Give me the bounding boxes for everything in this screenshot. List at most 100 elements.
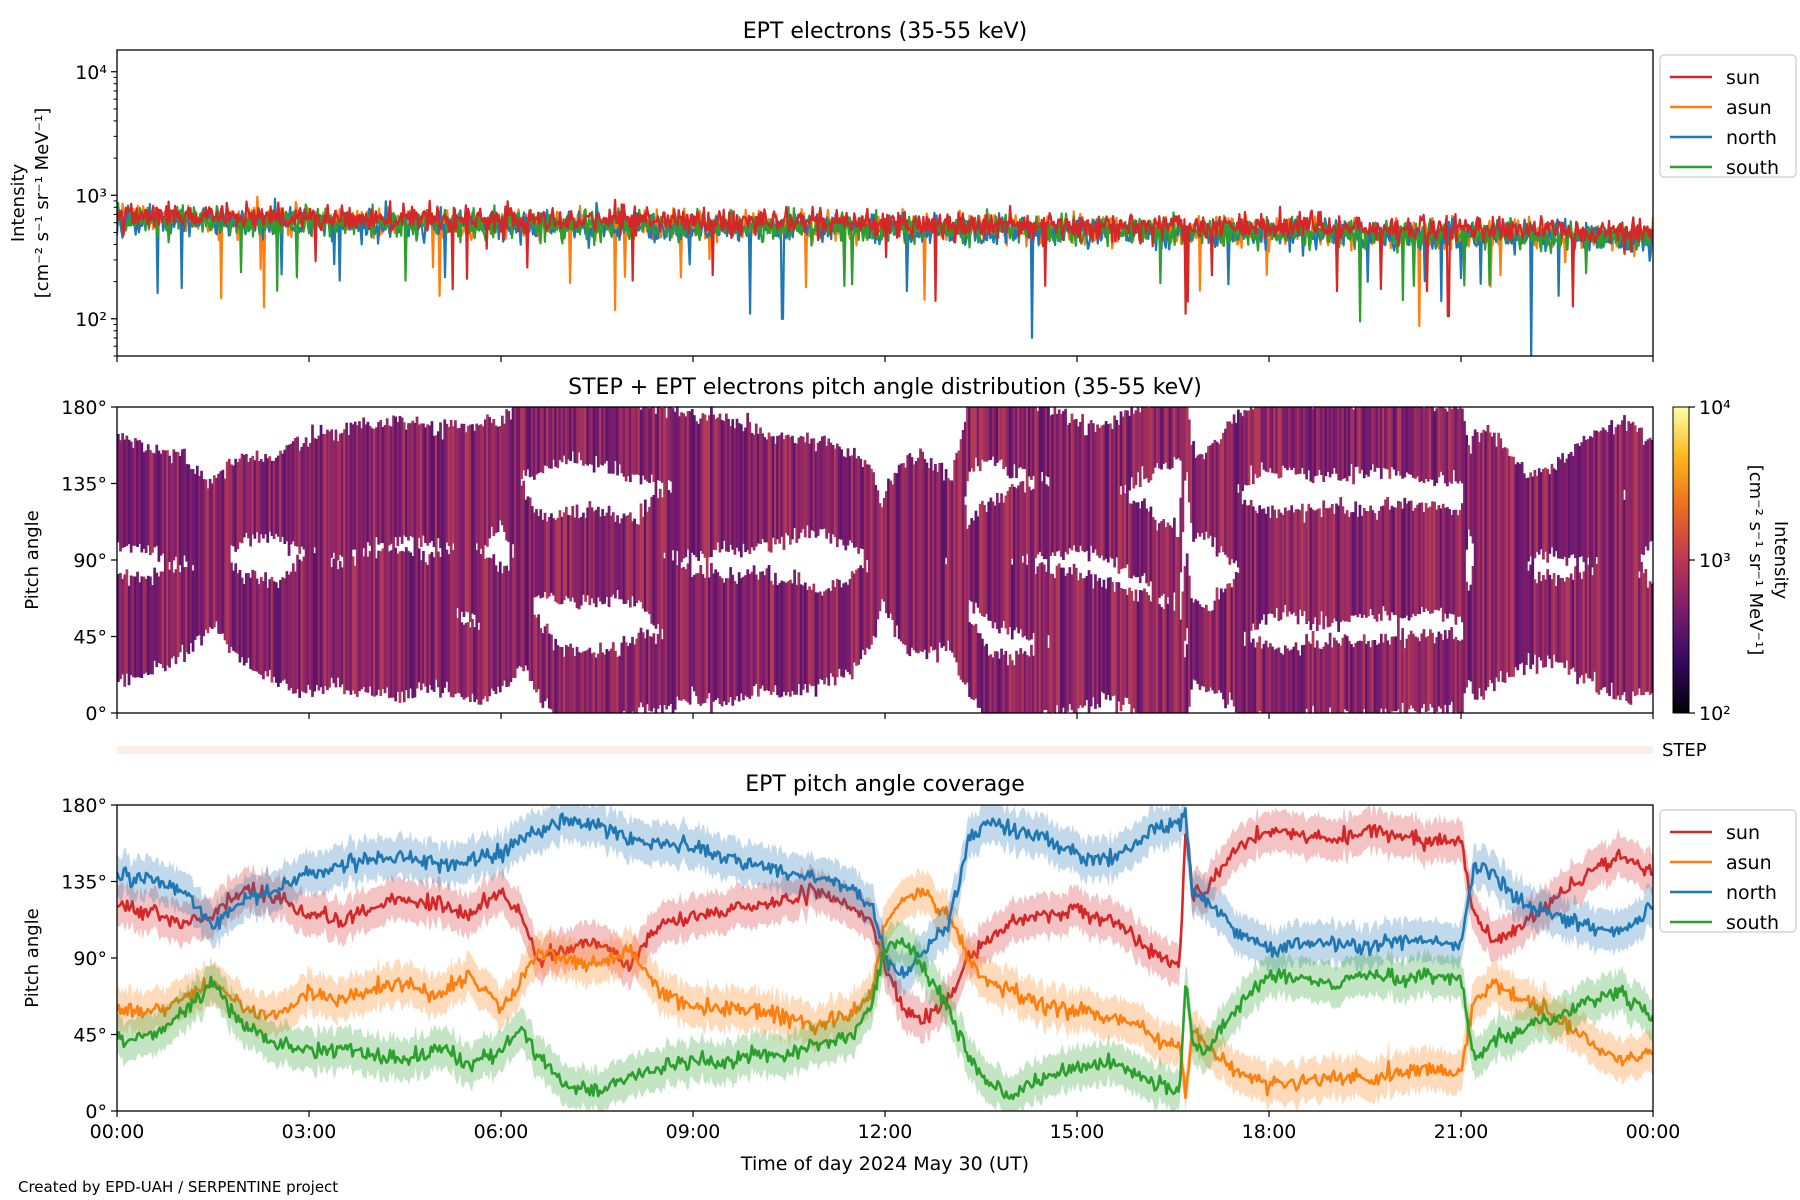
- pad-cell: [1599, 430, 1603, 690]
- pad-cell: [1232, 579, 1236, 707]
- pad-cell: [1173, 517, 1176, 593]
- pad-cell: [1077, 426, 1080, 553]
- pad-cell: [1202, 607, 1206, 687]
- pad-cell: [863, 460, 867, 655]
- pad-cell: [1226, 583, 1230, 705]
- pad-cell: [294, 438, 297, 546]
- pad-cell: [1341, 637, 1345, 713]
- pad-cell: [1431, 407, 1434, 480]
- pad-cell: [1305, 511, 1308, 624]
- pad-cell: [569, 515, 572, 602]
- pad-cell: [693, 415, 696, 555]
- pad-cell: [1094, 574, 1097, 709]
- pad-cell: [121, 578, 124, 675]
- pad-cell: [1403, 648, 1407, 713]
- pad-cell: [533, 614, 536, 690]
- pad-cell: [1275, 407, 1279, 474]
- pad-cell: [1326, 644, 1330, 713]
- pad-cell: [714, 419, 718, 551]
- pad-cell: [131, 447, 135, 546]
- pad-cell: [554, 519, 558, 602]
- pad-cell: [1132, 500, 1136, 576]
- pad-cell: [989, 407, 993, 460]
- pad-cell: [1448, 509, 1451, 614]
- pad-cell: [737, 572, 741, 702]
- pad-cell: [417, 424, 421, 538]
- pad-cell: [829, 591, 833, 674]
- pad-cell: [778, 583, 782, 698]
- pad-cell: [667, 407, 671, 481]
- pad-cell: [859, 458, 863, 549]
- pad-cell: [437, 551, 440, 688]
- pad-cell: [584, 407, 587, 464]
- pad-cell: [1230, 423, 1234, 560]
- y-tick-label: 10²: [75, 309, 107, 331]
- pad-cell: [492, 554, 496, 691]
- pad-cell: [814, 592, 818, 697]
- pad-cell: [528, 497, 532, 681]
- pad-cell: [1072, 563, 1076, 713]
- pad-cell: [1149, 601, 1153, 713]
- pad-cell: [1211, 610, 1215, 691]
- pad-cell: [1529, 472, 1532, 557]
- pad-cell: [1098, 427, 1102, 558]
- pad-cell: [439, 422, 442, 549]
- pad-cell: [624, 516, 628, 604]
- pad-cell: [974, 407, 978, 458]
- pad-cell: [1000, 648, 1003, 713]
- y-tick-label: 135°: [61, 474, 107, 496]
- pad-cell: [1288, 407, 1291, 468]
- pad-cell: [1350, 407, 1353, 465]
- pad-cell: [1399, 407, 1402, 476]
- pad-cell: [765, 439, 769, 543]
- pad-cell: [1126, 594, 1129, 698]
- pad-cell: [1147, 511, 1151, 587]
- pad-cell: [1640, 561, 1643, 696]
- y-tick-label: 45°: [73, 1025, 107, 1047]
- pad-cell: [1269, 517, 1272, 614]
- x-tick-label: 00:00: [1626, 1121, 1681, 1143]
- pad-cell: [1469, 453, 1473, 537]
- pad-cell: [797, 437, 801, 539]
- pad-cell: [1371, 510, 1375, 616]
- pad-cell: [387, 425, 391, 546]
- pad-cell: [402, 551, 406, 703]
- pad-cell: [991, 657, 995, 713]
- pad-cell: [594, 407, 598, 456]
- pad-cell: [631, 407, 634, 475]
- pad-cell: [1414, 407, 1417, 479]
- pad-cell: [1049, 573, 1052, 713]
- pad-cell: [1567, 577, 1571, 675]
- pad-cell: [737, 423, 741, 552]
- pad-cell: [1241, 416, 1244, 491]
- pad-cell: [1266, 407, 1270, 473]
- x-tick-label: 03:00: [282, 1121, 337, 1143]
- pad-cell: [1371, 640, 1375, 713]
- pad-cell: [249, 458, 252, 547]
- pad-cell: [142, 452, 146, 549]
- pad-cell: [479, 424, 483, 549]
- pad-cell: [1422, 512, 1426, 612]
- pad-cell: [1128, 415, 1131, 491]
- pad-cell: [577, 652, 581, 713]
- pad-cell: [328, 431, 331, 688]
- pad-cell: [242, 584, 246, 666]
- pad-cell: [1030, 644, 1033, 713]
- pad-cell: [1008, 487, 1012, 628]
- pad-cell: [1149, 506, 1153, 582]
- pad-cell: [880, 507, 884, 600]
- pad-cell: [1128, 503, 1131, 579]
- pad-cell: [541, 407, 545, 474]
- coverage-title: EPT pitch angle coverage: [745, 772, 1025, 797]
- pad-cell: [914, 461, 918, 653]
- pad-cell: [754, 423, 758, 547]
- legend-label-north: north: [1726, 127, 1777, 149]
- pad-cell: [129, 441, 133, 553]
- pad-cell: [594, 509, 598, 608]
- pad-colorbar: [1672, 406, 1690, 714]
- pad-cell: [1507, 456, 1511, 678]
- pad-cell: [155, 444, 159, 546]
- pad-cell: [1369, 647, 1372, 713]
- pad-cell: [1569, 573, 1573, 670]
- pad-cell: [735, 418, 739, 548]
